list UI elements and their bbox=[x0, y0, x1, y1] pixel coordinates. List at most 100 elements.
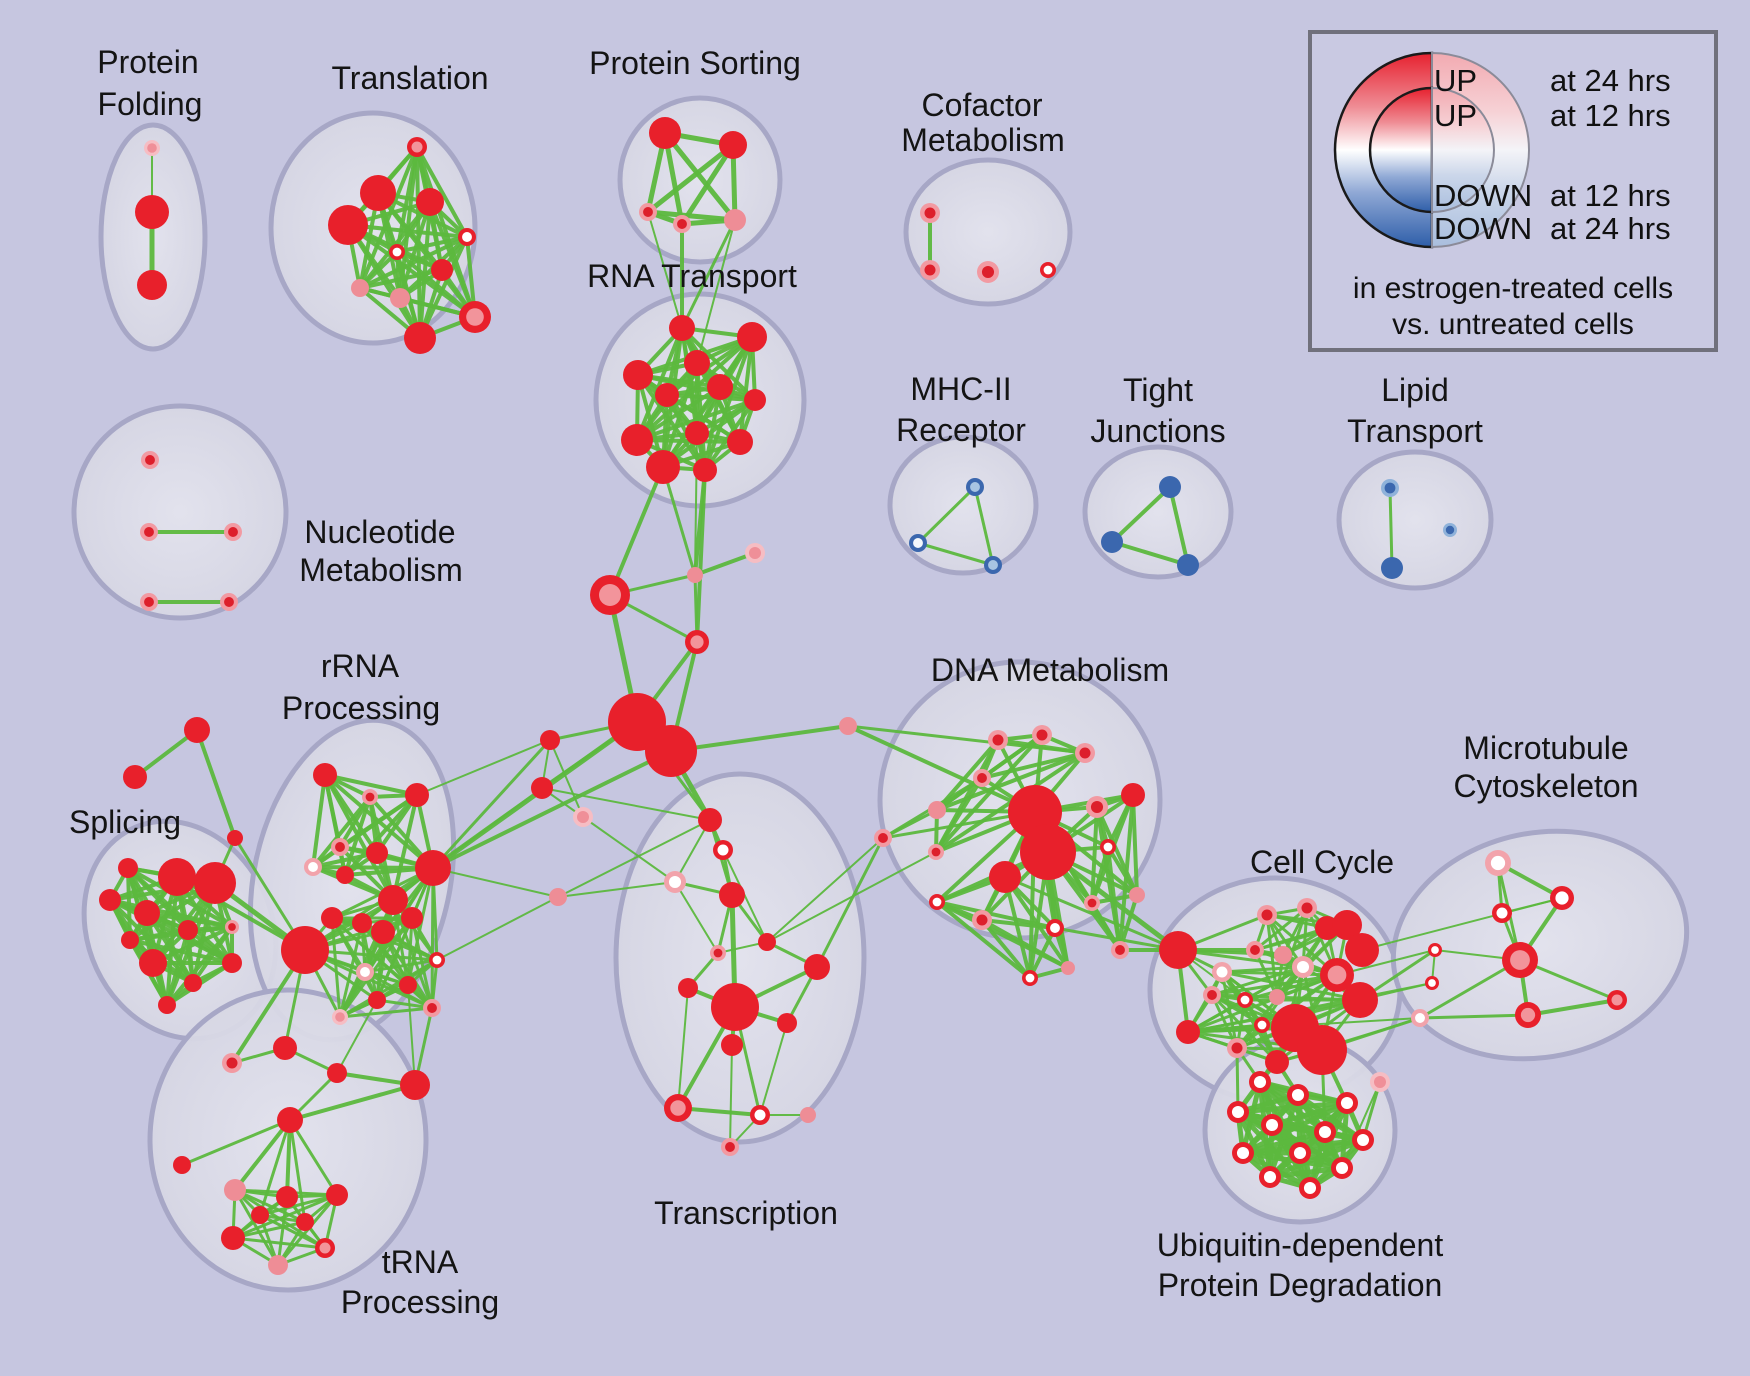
cluster-label-lipid-transport: Transport bbox=[1347, 413, 1483, 449]
network-edge bbox=[694, 432, 698, 576]
network-node-center bbox=[668, 875, 682, 889]
network-edge bbox=[935, 900, 1032, 980]
network-node-center bbox=[931, 847, 941, 857]
network-node-center bbox=[1510, 950, 1530, 970]
legend-time: at 12 hrs bbox=[1550, 98, 1671, 133]
network-edge bbox=[934, 776, 984, 854]
network-node-center bbox=[224, 597, 234, 607]
network-edge bbox=[1110, 485, 1172, 544]
network-edge bbox=[766, 837, 884, 943]
network-node bbox=[351, 279, 369, 297]
network-edge bbox=[696, 219, 736, 364]
network-node bbox=[352, 913, 372, 933]
network-node bbox=[621, 424, 653, 456]
network-node bbox=[273, 1036, 297, 1060]
network-node bbox=[1265, 1050, 1289, 1074]
network-node bbox=[928, 801, 946, 819]
network-node bbox=[1345, 933, 1379, 967]
network-node-center bbox=[754, 1109, 766, 1121]
cluster-mhc-ii-receptor bbox=[887, 434, 1039, 576]
network-node bbox=[719, 882, 745, 908]
network-edge bbox=[1220, 970, 1362, 1002]
network-node-center bbox=[462, 232, 472, 242]
network-node-center bbox=[1301, 902, 1313, 914]
network-node-center bbox=[725, 1142, 735, 1152]
cluster-label-protein-folding: Folding bbox=[98, 86, 203, 122]
legend-time: at 24 hrs bbox=[1550, 63, 1671, 98]
network-node bbox=[135, 195, 169, 229]
network-edge bbox=[231, 1220, 307, 1240]
network-edge bbox=[973, 485, 995, 567]
cluster-label-trna-processing: Processing bbox=[341, 1284, 499, 1320]
network-edge bbox=[1267, 1165, 1345, 1180]
cluster-nucleotide-metabolism bbox=[71, 403, 289, 621]
network-node-center bbox=[319, 1242, 331, 1254]
network-node bbox=[1274, 946, 1292, 964]
network-node bbox=[134, 900, 160, 926]
network-edge bbox=[1003, 875, 1032, 980]
network-edge bbox=[1220, 970, 1339, 977]
network-node-center bbox=[924, 207, 936, 219]
network-edge bbox=[431, 749, 673, 870]
network-node bbox=[1101, 531, 1123, 553]
network-node bbox=[727, 429, 753, 455]
cluster-label-nucleotide-metabolism: Nucleotide bbox=[304, 514, 455, 550]
cluster-label-translation: Translation bbox=[331, 60, 488, 96]
network-node-center bbox=[599, 584, 621, 606]
network-node bbox=[800, 1107, 816, 1123]
network-node bbox=[669, 315, 695, 341]
cluster-label-rna-transport: RNA Transport bbox=[587, 258, 797, 294]
network-edge bbox=[722, 849, 768, 943]
network-edge bbox=[935, 900, 1070, 970]
network-node-center bbox=[360, 967, 370, 977]
network-edge bbox=[635, 398, 757, 442]
network-edge bbox=[582, 816, 676, 883]
network-node bbox=[1332, 910, 1362, 940]
network-edge bbox=[1110, 540, 1190, 567]
cluster-label-trna-processing: tRNA bbox=[382, 1244, 459, 1280]
network-node bbox=[758, 933, 776, 951]
network-node bbox=[1297, 1025, 1347, 1075]
network-edge bbox=[430, 866, 435, 1010]
network-node bbox=[118, 858, 138, 878]
network-node bbox=[137, 270, 167, 300]
network-node-center bbox=[1231, 1105, 1245, 1119]
network-node bbox=[1061, 961, 1075, 975]
network-edge bbox=[1168, 485, 1190, 567]
network-node bbox=[724, 209, 746, 231]
network-edge bbox=[1253, 906, 1309, 952]
cluster-label-rrna-processing: Processing bbox=[282, 690, 440, 726]
network-edge bbox=[338, 958, 439, 1019]
network-node-center bbox=[411, 141, 423, 153]
network-edge bbox=[428, 200, 477, 319]
network-edge bbox=[416, 739, 551, 796]
network-node-center bbox=[1296, 960, 1310, 974]
network-edge bbox=[677, 987, 689, 1109]
network-node bbox=[251, 1206, 269, 1224]
network-node bbox=[737, 322, 767, 352]
cluster-label-transcription: Transcription bbox=[654, 1195, 838, 1231]
network-edge bbox=[195, 728, 237, 840]
network-node-center bbox=[976, 914, 988, 926]
network-node-center bbox=[1496, 907, 1508, 919]
network-node bbox=[431, 259, 453, 281]
network-node bbox=[1381, 557, 1403, 579]
network-node-center bbox=[1291, 1088, 1305, 1102]
network-node bbox=[268, 1255, 288, 1275]
network-edge bbox=[1187, 982, 1433, 1033]
network-node bbox=[839, 717, 857, 735]
network-edge bbox=[635, 326, 684, 442]
network-node-center bbox=[1384, 482, 1396, 494]
network-edge bbox=[165, 925, 234, 1007]
cluster-label-tight-junctions: Junctions bbox=[1090, 413, 1225, 449]
network-edge bbox=[549, 739, 584, 818]
network-node-center bbox=[1555, 891, 1569, 905]
network-node bbox=[327, 1063, 347, 1083]
network-edge bbox=[165, 928, 190, 1007]
legend-direction: UP bbox=[1434, 63, 1478, 98]
network-node-center bbox=[1207, 990, 1217, 1000]
network-edge bbox=[1275, 906, 1309, 999]
network-node-center bbox=[392, 247, 402, 257]
network-edge bbox=[323, 773, 419, 797]
network-node-center bbox=[1240, 995, 1250, 1005]
